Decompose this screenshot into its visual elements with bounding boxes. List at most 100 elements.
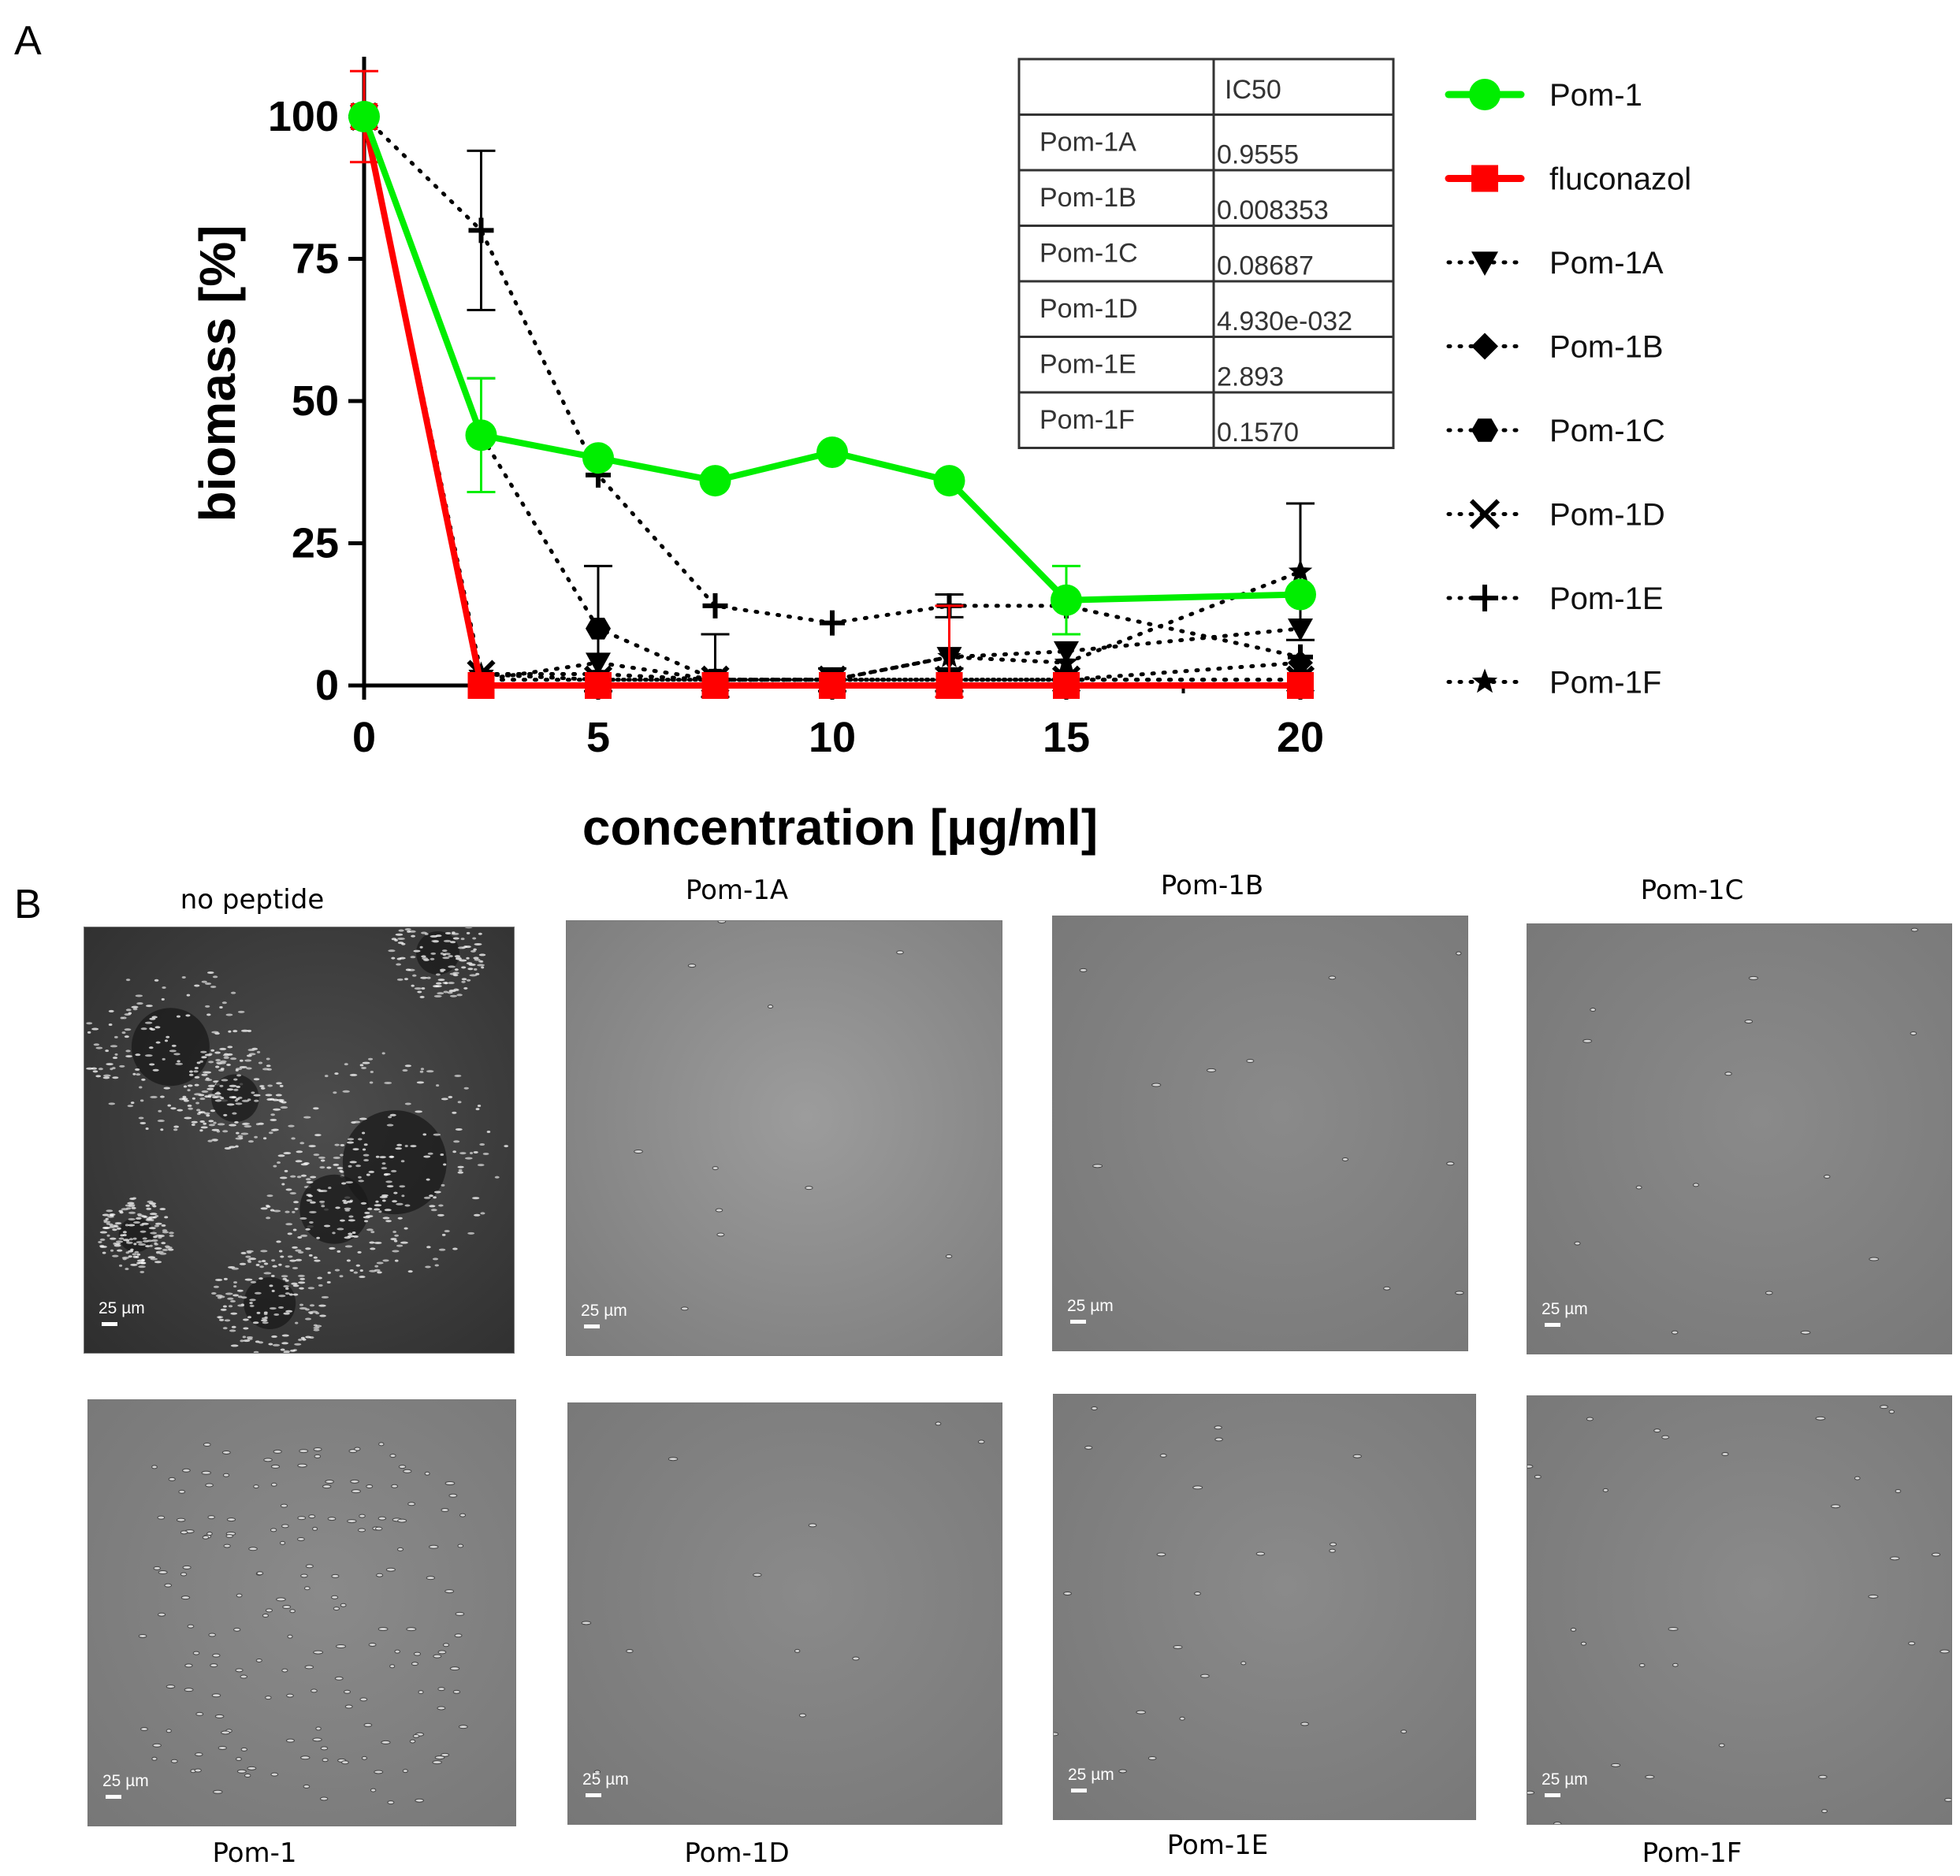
biomass-chart: 0 5 10 15 20 0 25 50 75 100 concentration [μg/ml] b… [189, 57, 1691, 856]
micrograph-pom-1b: 25 µm [1052, 916, 1468, 1351]
legend-marker-pom-1c [1471, 418, 1498, 442]
cell-texture [1079, 951, 1464, 1295]
legend-marker-pom-1e [1471, 585, 1498, 611]
scale-bar-label: 25 µm [1542, 1300, 1588, 1318]
data-point-fluconazol [935, 672, 963, 699]
series-line-pom-1 [361, 113, 1304, 604]
panel-a-letter: A [14, 18, 42, 64]
scale-bar-label: 25 µm [1068, 1766, 1114, 1784]
x-tick-label: 20 [1277, 714, 1324, 761]
scale-bar-label: 25 µm [1067, 1297, 1114, 1315]
table-cell-name: Pom-1C [1040, 239, 1138, 269]
scale-bar [584, 1324, 600, 1328]
table-header-ic50: IC50 [1225, 75, 1281, 105]
scale-bar-label: 25 µm [102, 1772, 149, 1790]
table-cell-value: 0.08687 [1217, 251, 1314, 281]
cell-texture [1054, 1406, 1408, 1774]
data-point-fluconazol [701, 672, 729, 699]
micrograph-pom-1c: 25 µm [1527, 923, 1952, 1354]
x-tick-label: 10 [809, 714, 856, 761]
series-line-pom-1f [362, 114, 1303, 682]
cell-texture [581, 1421, 985, 1774]
data-point-pom-1c [586, 617, 611, 640]
y-tick-label: 50 [292, 377, 339, 425]
x-axis-label: concentration [μg/ml] [582, 799, 1098, 856]
micrograph-label-pom-1d: Pom-1D [684, 1837, 790, 1869]
micrograph-pom-1f: 25 µm [1527, 1395, 1952, 1825]
table-cell-name: Pom-1B [1040, 183, 1136, 213]
data-point-pom-1 [465, 419, 497, 451]
micrograph-pom-1d: 25 µm [567, 1402, 1002, 1825]
data-point-pom-1f [1054, 650, 1079, 674]
scale-bar-label: 25 µm [581, 1302, 627, 1320]
legend-marker-pom-1 [1469, 79, 1501, 110]
y-axis-label: biomass [%] [189, 225, 246, 522]
legend-label-pom-1e: Pom-1E [1549, 581, 1664, 616]
cell-texture [138, 1442, 468, 1805]
scale-bar-label: 25 µm [1542, 1770, 1588, 1789]
micrograph-label-pom-1: Pom-1 [212, 1837, 297, 1869]
ic50-table-border [1017, 58, 1395, 449]
micrograph-label-pom-1c: Pom-1C [1640, 875, 1744, 906]
y-tick-label: 0 [315, 662, 339, 709]
data-point-pom-1 [348, 101, 380, 132]
scale-bar [586, 1793, 601, 1797]
y-tick-label: 100 [268, 93, 339, 140]
data-point-pom-1 [1051, 584, 1082, 616]
y-tick-label: 25 [292, 520, 339, 567]
scale-bar [1545, 1323, 1560, 1327]
legend-label-pom-1a: Pom-1A [1549, 246, 1664, 280]
scale-bar [1070, 1320, 1086, 1324]
table-cell-value: 0.008353 [1217, 195, 1329, 225]
data-point-pom-1e [820, 610, 845, 636]
legend-label-pom-1f: Pom-1F [1549, 666, 1661, 700]
legend-label-pom-1c: Pom-1C [1549, 414, 1665, 448]
series-line-pom-1e [362, 114, 1303, 659]
legend-label-fluconazol: fluconazol [1549, 162, 1691, 197]
data-point-pom-1e [1288, 644, 1313, 670]
micrograph-pom-1e: 25 µm [1053, 1394, 1476, 1820]
legend-marker-pom-1d [1469, 499, 1501, 529]
scale-bar [106, 1795, 121, 1799]
cell-texture [634, 921, 953, 1311]
table-cell-name: Pom-1D [1040, 294, 1138, 324]
table-cell-value: 2.893 [1217, 362, 1284, 392]
scale-bar [1071, 1789, 1087, 1792]
data-point-fluconazol [585, 672, 612, 699]
table-cell-name: Pom-1A [1040, 128, 1136, 158]
data-point-pom-1 [699, 465, 731, 497]
x-tick-label: 15 [1043, 714, 1090, 761]
data-point-fluconazol [1053, 672, 1080, 699]
scale-bar [102, 1322, 117, 1326]
legend-label-pom-1b: Pom-1B [1549, 330, 1664, 365]
x-tick-label: 0 [352, 714, 376, 761]
data-point-pom-1 [1285, 578, 1316, 611]
table-cell-value: 0.1570 [1217, 418, 1299, 448]
scale-bar-label: 25 µm [582, 1770, 629, 1789]
data-point-fluconazol [819, 672, 846, 699]
micrograph-label-pom-1e: Pom-1E [1166, 1830, 1269, 1861]
micrograph-pom-1a: 25 µm [566, 920, 1002, 1356]
data-point-pom-1f [1288, 559, 1313, 582]
data-point-pom-1e [702, 593, 728, 619]
micrograph-label-pom-1b: Pom-1B [1160, 870, 1264, 901]
x-tick-label: 5 [586, 714, 610, 761]
cell-texture [1527, 1405, 1951, 1824]
legend-marker-pom-1b [1471, 332, 1498, 360]
legend-marker-pom-1f [1471, 668, 1498, 693]
y-tick-label: 75 [292, 236, 339, 283]
scale-bar [1545, 1793, 1560, 1797]
legend-marker-fluconazol [1471, 165, 1498, 192]
cell-texture [1574, 927, 1918, 1335]
data-point-fluconazol [467, 672, 495, 699]
series-line-pom-1b [362, 114, 1303, 682]
micrograph-no-peptide: 25 µm [84, 927, 515, 1354]
series-line-fluconazol [361, 113, 1304, 689]
panel-b-letter: B [14, 882, 42, 927]
micrograph-pom-1: 25 µm [87, 1399, 516, 1826]
data-point-pom-1 [816, 436, 848, 468]
scale-bar-label: 25 µm [99, 1299, 145, 1317]
table-cell-name: Pom-1E [1040, 350, 1136, 380]
data-point-pom-1 [582, 442, 614, 474]
table-cell-name: Pom-1F [1040, 405, 1135, 435]
